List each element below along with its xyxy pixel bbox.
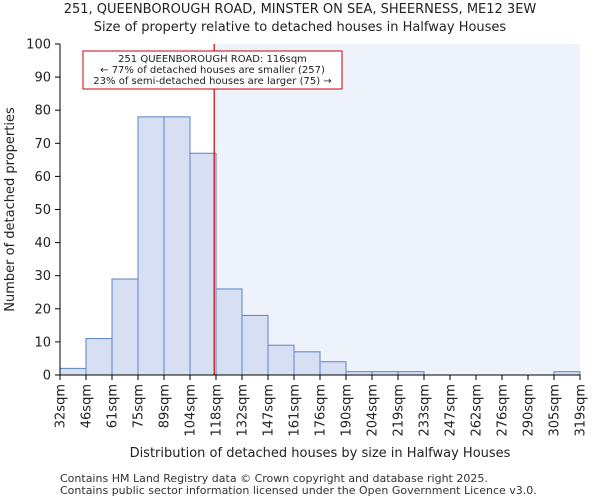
- y-tick-label: 50: [34, 203, 51, 218]
- x-tick-label: 262sqm: [470, 384, 485, 437]
- chart-title-address: 251, QUEENBOROUGH ROAD, MINSTER ON SEA, …: [63, 2, 537, 17]
- histogram-bar: [85, 338, 113, 376]
- histogram-bar: [215, 288, 243, 376]
- footer-licence: Contains public sector information licen…: [60, 484, 537, 497]
- x-axis-label: Distribution of detached houses by size …: [130, 446, 511, 461]
- x-tick-label: 219sqm: [392, 384, 407, 437]
- x-tick-label: 204sqm: [366, 384, 381, 437]
- y-tick-label: 90: [34, 71, 51, 86]
- x-tick-label: 161sqm: [288, 384, 303, 437]
- x-tick-label: 276sqm: [496, 384, 511, 437]
- annotation-border: [82, 50, 343, 90]
- annotation-line-1: 251 QUEENBOROUGH ROAD: 116sqm: [118, 54, 307, 65]
- x-tick-label: 233sqm: [418, 384, 433, 437]
- annotation-box: 251 QUEENBOROUGH ROAD: 116sqm ← 77% of d…: [82, 50, 343, 90]
- histogram-bar: [189, 152, 217, 376]
- histogram-bar: [293, 351, 321, 376]
- y-tick-label: 70: [34, 137, 51, 152]
- y-tick-label: 30: [34, 269, 51, 284]
- y-tick-label: 10: [34, 335, 51, 350]
- x-tick-label: 32sqm: [54, 384, 69, 428]
- histogram-bar: [111, 278, 139, 376]
- x-tick-label: 176sqm: [314, 384, 329, 437]
- x-tick-label: 247sqm: [444, 384, 459, 437]
- x-tick-label: 104sqm: [184, 384, 199, 437]
- x-tick-label: 319sqm: [574, 384, 589, 437]
- y-tick-label: 0: [43, 369, 51, 384]
- histogram-bar: [319, 361, 347, 376]
- x-tick-label: 118sqm: [210, 384, 225, 437]
- x-tick-label: 305sqm: [548, 384, 563, 437]
- x-tick-label: 290sqm: [522, 384, 537, 437]
- x-tick-label: 46sqm: [80, 384, 95, 428]
- larger-properties-shade: [214, 44, 580, 375]
- y-tick-label: 60: [34, 170, 51, 185]
- histogram-bar: [241, 314, 269, 376]
- histogram-bar: [59, 367, 87, 376]
- x-tick-label: 132sqm: [236, 384, 251, 437]
- footer-copyright: Contains HM Land Registry data © Crown c…: [60, 472, 488, 485]
- x-tick-label: 147sqm: [262, 384, 277, 437]
- annotation-line-2: ← 77% of detached houses are smaller (25…: [100, 65, 325, 76]
- y-axis-label: Number of detached properties: [3, 107, 18, 312]
- x-tick-label: 190sqm: [340, 384, 355, 437]
- chart-title: Size of property relative to detached ho…: [93, 20, 507, 35]
- y-tick-label: 20: [34, 302, 51, 317]
- histogram-bar: [163, 116, 191, 376]
- annotation-line-3: 23% of semi-detached houses are larger (…: [93, 76, 331, 87]
- histogram-bar: [137, 116, 165, 376]
- y-tick-label: 80: [34, 104, 51, 119]
- x-tick-label: 61sqm: [106, 384, 121, 428]
- y-tick-label: 40: [34, 236, 51, 251]
- x-tick-label: 75sqm: [132, 384, 147, 428]
- histogram-bar: [267, 344, 295, 376]
- y-tick-label: 100: [26, 38, 51, 53]
- x-tick-label: 89sqm: [158, 384, 173, 428]
